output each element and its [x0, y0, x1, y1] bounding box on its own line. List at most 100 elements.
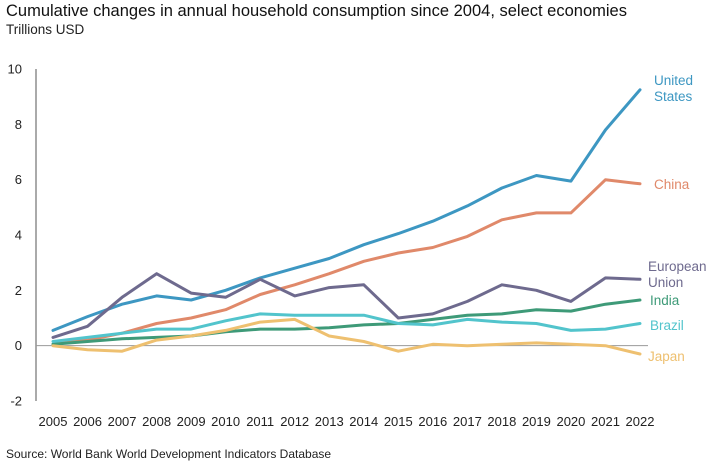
series-label-united-states: United States — [654, 73, 693, 104]
data-point — [52, 340, 55, 343]
data-point — [466, 204, 469, 207]
series-label-india: India — [650, 293, 680, 308]
data-point — [155, 294, 158, 297]
x-tick-label: 2005 — [39, 414, 68, 429]
data-point — [121, 350, 124, 353]
data-point — [604, 328, 607, 331]
data-point — [224, 329, 227, 332]
data-point — [155, 322, 158, 325]
data-point — [121, 337, 124, 340]
data-point — [397, 322, 400, 325]
x-tick-label: 2020 — [556, 414, 585, 429]
data-point — [639, 278, 642, 281]
series-label-line: China — [654, 177, 690, 192]
data-point — [500, 312, 503, 315]
data-point — [52, 329, 55, 332]
data-point — [639, 322, 642, 325]
data-point — [604, 344, 607, 347]
chart-title: Cumulative changes in annual household c… — [6, 2, 627, 20]
data-point — [224, 308, 227, 311]
data-point — [466, 318, 469, 321]
x-tick-label: 2013 — [315, 414, 344, 429]
series-line-united-states — [51, 88, 642, 332]
data-point — [431, 323, 434, 326]
chart-source: Source: World Bank World Development Ind… — [6, 447, 332, 461]
data-point — [569, 180, 572, 183]
data-point — [639, 88, 642, 91]
x-tick-label: 2012 — [280, 414, 309, 429]
data-point — [569, 343, 572, 346]
data-point — [431, 246, 434, 249]
data-point — [190, 299, 193, 302]
y-tick-label: 6 — [15, 172, 22, 187]
data-point — [86, 340, 89, 343]
data-point — [121, 303, 124, 306]
series-line-brazil — [51, 312, 642, 343]
data-point — [535, 211, 538, 214]
data-point — [52, 336, 55, 339]
series-label-line: States — [654, 89, 693, 104]
data-point — [86, 348, 89, 351]
series-label-japan: Japan — [648, 349, 685, 364]
data-point — [569, 211, 572, 214]
y-tick-label: 4 — [15, 228, 22, 243]
data-point — [362, 283, 365, 286]
y-tick-label: 8 — [15, 117, 22, 132]
data-point — [397, 232, 400, 235]
data-point — [500, 283, 503, 286]
data-point — [569, 310, 572, 313]
data-point — [190, 317, 193, 320]
data-point — [397, 251, 400, 254]
y-tick-label: -2 — [10, 394, 22, 409]
series-label-european-union: European Union — [648, 259, 707, 290]
data-point — [466, 344, 469, 347]
data-point — [155, 328, 158, 331]
series-label-line: Brazil — [650, 318, 684, 333]
data-point — [293, 294, 296, 297]
data-point — [500, 321, 503, 324]
data-point — [190, 334, 193, 337]
data-point — [362, 323, 365, 326]
x-tick-label: 2018 — [487, 414, 516, 429]
data-point — [604, 276, 607, 279]
data-point — [328, 257, 331, 260]
series-label-line: India — [650, 293, 680, 308]
series-line-european-union — [51, 272, 642, 339]
data-point — [397, 350, 400, 353]
x-tick-label: 2022 — [626, 414, 655, 429]
data-point — [224, 319, 227, 322]
data-point — [431, 318, 434, 321]
data-point — [466, 314, 469, 317]
x-tick-label: 2014 — [349, 414, 378, 429]
data-point — [431, 343, 434, 346]
data-point — [328, 334, 331, 337]
data-point — [639, 182, 642, 185]
data-point — [259, 278, 262, 281]
data-point — [362, 314, 365, 317]
x-tick-label: 2016 — [418, 414, 447, 429]
data-point — [86, 325, 89, 328]
data-point — [328, 326, 331, 329]
data-point — [431, 220, 434, 223]
x-tick-label: 2009 — [177, 414, 206, 429]
data-point — [362, 243, 365, 246]
data-point — [397, 317, 400, 320]
series-label-line: European — [648, 259, 707, 274]
data-point — [604, 128, 607, 131]
data-point — [259, 312, 262, 315]
data-point — [293, 328, 296, 331]
chart-subtitle: Trillions USD — [6, 22, 85, 37]
x-tick-label: 2017 — [453, 414, 482, 429]
x-tick-label: 2021 — [591, 414, 620, 429]
data-point — [535, 308, 538, 311]
data-point — [293, 318, 296, 321]
data-point — [569, 329, 572, 332]
data-point — [190, 292, 193, 295]
data-point — [466, 235, 469, 238]
data-point — [121, 332, 124, 335]
y-tick-label: 0 — [15, 338, 22, 353]
data-point — [155, 272, 158, 275]
data-point — [500, 186, 503, 189]
data-point — [535, 322, 538, 325]
